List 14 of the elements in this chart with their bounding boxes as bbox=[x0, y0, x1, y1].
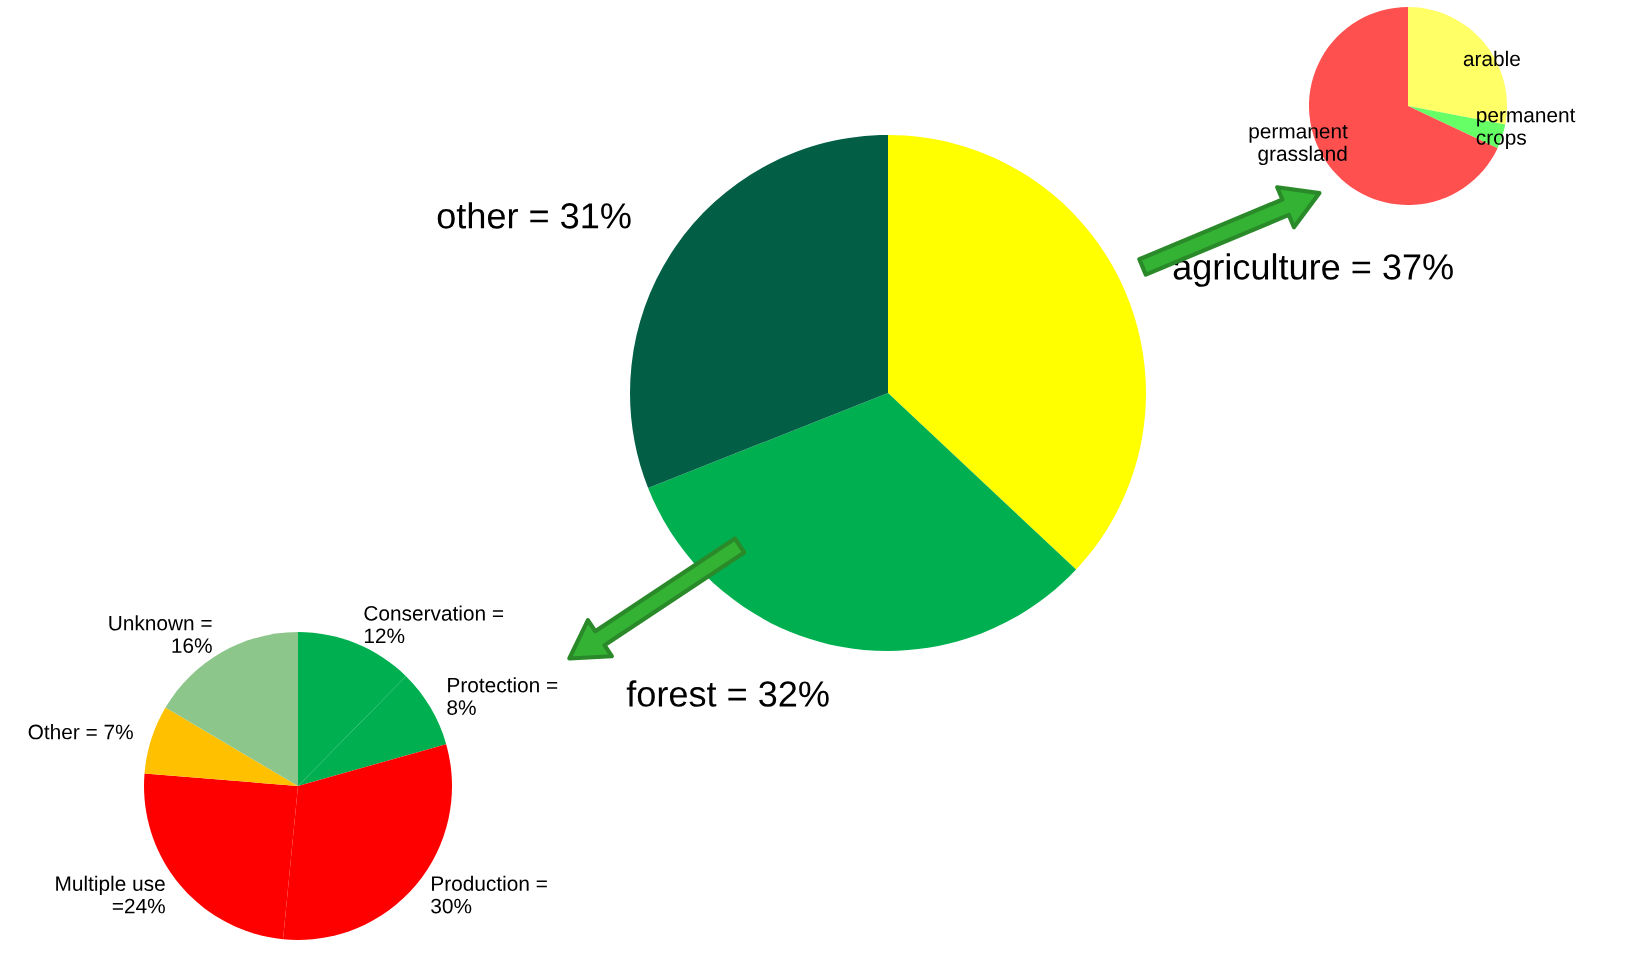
slice-label: other = 31% bbox=[437, 202, 631, 229]
slice-label: Conservation = 12% bbox=[364, 605, 504, 644]
pie-slice bbox=[165, 632, 298, 786]
slice-label: Production = 30% bbox=[431, 875, 547, 914]
slice-label: Other = 7% bbox=[28, 724, 133, 740]
slice-label: Multiple use =24% bbox=[56, 875, 165, 914]
slice-label: Unknown = 16% bbox=[109, 615, 212, 653]
pie-slice bbox=[144, 707, 298, 786]
slice-label: forest = 32% bbox=[626, 680, 829, 707]
pie-slice bbox=[648, 393, 1077, 651]
pie-slice bbox=[888, 135, 1146, 570]
slice-label: Protection = 8% bbox=[447, 677, 558, 715]
slice-label: agriculture = 37% bbox=[1173, 253, 1453, 287]
pie-slice bbox=[630, 135, 888, 488]
